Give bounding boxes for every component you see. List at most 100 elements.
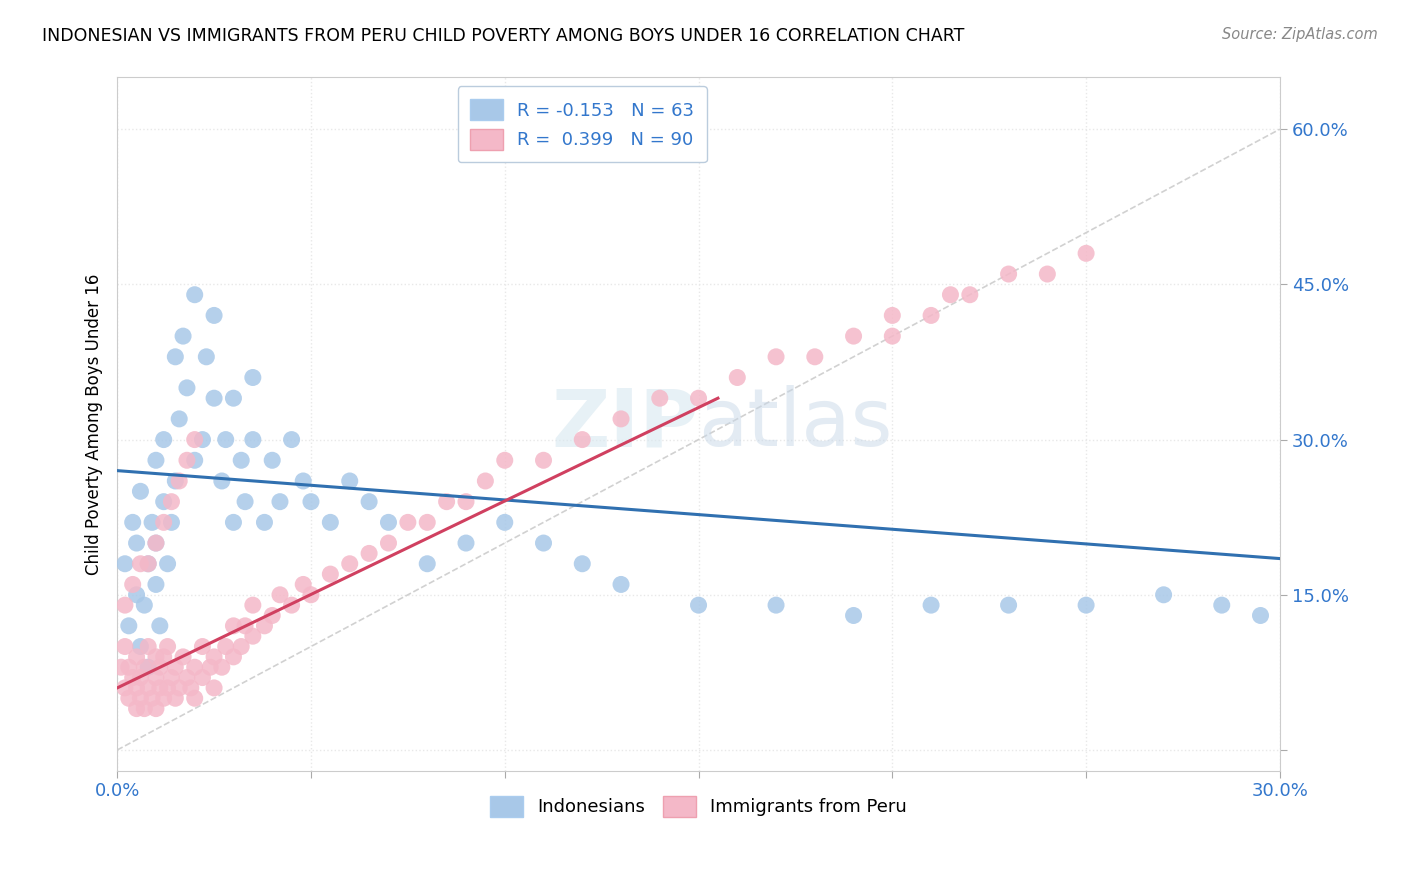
Point — [202, 649, 225, 664]
Point — [156, 557, 179, 571]
Point — [377, 536, 399, 550]
Point — [1074, 246, 1097, 260]
Point — [134, 701, 156, 715]
Point — [141, 691, 163, 706]
Point — [165, 474, 187, 488]
Point — [610, 577, 633, 591]
Point — [231, 453, 253, 467]
Point — [842, 608, 865, 623]
Point — [160, 494, 183, 508]
Point — [222, 619, 245, 633]
Point — [191, 640, 214, 654]
Point — [222, 516, 245, 530]
Point — [339, 474, 361, 488]
Point — [167, 681, 190, 695]
Text: Source: ZipAtlas.com: Source: ZipAtlas.com — [1222, 27, 1378, 42]
Point — [114, 681, 136, 695]
Point — [269, 588, 291, 602]
Point — [160, 516, 183, 530]
Point — [125, 681, 148, 695]
Point — [233, 619, 256, 633]
Point — [319, 516, 342, 530]
Point — [121, 577, 143, 591]
Point — [1074, 598, 1097, 612]
Point — [494, 516, 516, 530]
Text: ZIP: ZIP — [551, 385, 699, 463]
Point — [454, 494, 477, 508]
Point — [129, 671, 152, 685]
Point — [114, 598, 136, 612]
Point — [648, 391, 671, 405]
Point — [118, 691, 141, 706]
Point — [202, 681, 225, 695]
Point — [959, 287, 981, 301]
Point — [149, 681, 172, 695]
Point — [176, 671, 198, 685]
Point — [152, 649, 174, 664]
Point — [688, 598, 710, 612]
Point — [145, 536, 167, 550]
Point — [136, 660, 159, 674]
Point — [121, 671, 143, 685]
Point — [125, 649, 148, 664]
Point — [195, 350, 218, 364]
Point — [436, 494, 458, 508]
Point — [183, 691, 205, 706]
Point — [359, 494, 381, 508]
Point — [292, 577, 315, 591]
Point — [610, 412, 633, 426]
Point — [114, 557, 136, 571]
Point — [165, 660, 187, 674]
Point — [939, 287, 962, 301]
Point — [129, 557, 152, 571]
Point — [1036, 267, 1059, 281]
Point — [231, 640, 253, 654]
Point — [262, 453, 284, 467]
Point — [494, 453, 516, 467]
Point — [920, 598, 942, 612]
Point — [997, 598, 1019, 612]
Point — [319, 567, 342, 582]
Point — [842, 329, 865, 343]
Point — [1153, 588, 1175, 602]
Point — [180, 681, 202, 695]
Point — [129, 640, 152, 654]
Point — [688, 391, 710, 405]
Point — [152, 691, 174, 706]
Point — [145, 577, 167, 591]
Point — [114, 640, 136, 654]
Point — [202, 309, 225, 323]
Point — [299, 494, 322, 508]
Point — [110, 660, 132, 674]
Point — [191, 671, 214, 685]
Point — [765, 598, 787, 612]
Point — [377, 516, 399, 530]
Point — [149, 619, 172, 633]
Point — [160, 671, 183, 685]
Point — [454, 536, 477, 550]
Point — [118, 619, 141, 633]
Point — [165, 691, 187, 706]
Point — [1250, 608, 1272, 623]
Point — [280, 433, 302, 447]
Point — [242, 629, 264, 643]
Point — [145, 671, 167, 685]
Point — [211, 660, 233, 674]
Point — [145, 701, 167, 715]
Point — [242, 598, 264, 612]
Point — [571, 557, 593, 571]
Point — [136, 640, 159, 654]
Point — [571, 433, 593, 447]
Point — [172, 649, 194, 664]
Point — [253, 516, 276, 530]
Point — [118, 660, 141, 674]
Point — [474, 474, 496, 488]
Point — [396, 516, 419, 530]
Point — [222, 649, 245, 664]
Y-axis label: Child Poverty Among Boys Under 16: Child Poverty Among Boys Under 16 — [86, 273, 103, 574]
Point — [882, 309, 904, 323]
Point — [145, 453, 167, 467]
Point — [533, 453, 555, 467]
Point — [152, 516, 174, 530]
Point — [125, 701, 148, 715]
